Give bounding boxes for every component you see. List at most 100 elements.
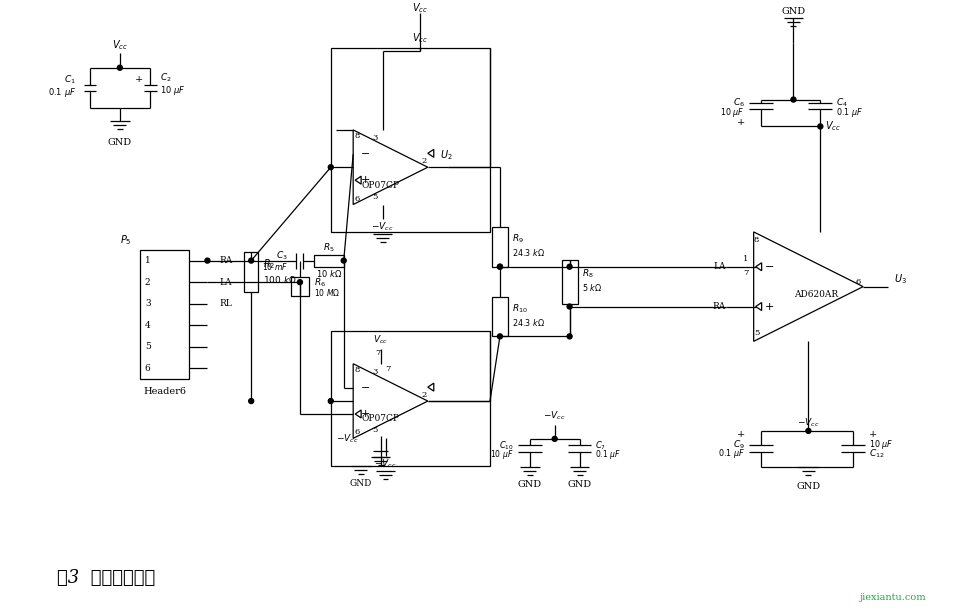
Text: 5: 5 [373, 427, 378, 435]
Text: GND: GND [517, 480, 542, 489]
Text: $10\ \mu F$: $10\ \mu F$ [720, 106, 745, 119]
Circle shape [342, 258, 346, 263]
Text: $C_2$: $C_2$ [160, 72, 172, 84]
Text: 7: 7 [375, 349, 381, 357]
Text: RL: RL [220, 299, 232, 308]
Text: $C_6$: $C_6$ [733, 96, 745, 109]
Text: 4: 4 [144, 321, 150, 330]
Text: +: + [737, 430, 745, 439]
Text: 5: 5 [373, 193, 378, 201]
Text: 2: 2 [422, 391, 427, 399]
Circle shape [117, 65, 122, 70]
Text: $R_5$: $R_5$ [323, 241, 335, 254]
Circle shape [328, 398, 333, 403]
Text: $R_2$: $R_2$ [264, 257, 275, 271]
Text: $P_5$: $P_5$ [120, 233, 132, 247]
Text: 6: 6 [856, 278, 861, 286]
Text: 图3  前置放大电路: 图3 前置放大电路 [58, 569, 155, 587]
Text: $10\ M\Omega$: $10\ M\Omega$ [314, 287, 341, 298]
Text: 1: 1 [144, 256, 150, 265]
Text: 3: 3 [373, 368, 378, 376]
Bar [140, 250, 189, 379]
Circle shape [818, 124, 823, 129]
Text: $V_{cc}$: $V_{cc}$ [112, 38, 128, 52]
Text: $C_4$: $C_4$ [836, 96, 848, 109]
Circle shape [249, 258, 254, 263]
Text: −: − [765, 262, 774, 272]
Circle shape [498, 264, 503, 269]
Text: $V_{cc}$: $V_{cc}$ [412, 31, 428, 45]
Circle shape [249, 398, 254, 403]
Text: 8: 8 [354, 132, 360, 140]
Text: GND: GND [796, 482, 821, 491]
Text: −: − [360, 383, 370, 393]
Circle shape [567, 334, 572, 339]
Text: 5: 5 [754, 329, 759, 337]
Text: +: + [135, 75, 142, 84]
Text: 3: 3 [144, 299, 150, 308]
Text: LA: LA [713, 262, 726, 271]
Text: $C_1$: $C_1$ [64, 73, 76, 86]
Text: −: − [360, 149, 370, 159]
Text: $0.1\ \mu F$: $0.1\ \mu F$ [717, 447, 745, 460]
Text: +: + [765, 302, 774, 312]
Text: $24.3\ k\Omega$: $24.3\ k\Omega$ [511, 317, 545, 328]
Text: 8: 8 [754, 236, 759, 244]
Text: Header6: Header6 [143, 387, 186, 395]
Circle shape [806, 428, 811, 433]
Text: 7: 7 [744, 269, 749, 277]
Text: $-V_{cc}$: $-V_{cc}$ [544, 409, 566, 422]
Bar [492, 227, 508, 267]
Text: 7: 7 [386, 365, 390, 373]
Text: $C_9$: $C_9$ [733, 439, 745, 451]
Text: 6: 6 [354, 428, 360, 436]
Text: +: + [360, 409, 370, 419]
Text: LA: LA [220, 278, 232, 286]
Text: $C_3$: $C_3$ [276, 249, 288, 262]
Text: GND: GND [782, 7, 805, 15]
Text: AD620AR: AD620AR [794, 290, 838, 299]
Text: $0.1\ \mu F$: $0.1\ \mu F$ [595, 448, 622, 461]
Text: 6: 6 [354, 195, 360, 203]
Text: $0.1\ \mu F$: $0.1\ \mu F$ [836, 106, 864, 119]
Text: 3: 3 [373, 134, 378, 142]
Bar [561, 259, 578, 304]
Text: $10\ \mu F$: $10\ \mu F$ [869, 438, 894, 451]
Text: $C_{12}$: $C_{12}$ [869, 447, 885, 460]
Circle shape [498, 334, 503, 339]
Text: $10\ k\Omega$: $10\ k\Omega$ [315, 268, 342, 279]
Text: $U_3$: $U_3$ [894, 272, 908, 286]
Text: 6: 6 [144, 364, 150, 373]
Text: 2: 2 [422, 157, 427, 165]
Text: 8: 8 [354, 366, 360, 374]
Bar [331, 332, 490, 466]
Bar [244, 252, 258, 291]
Text: $R_6$: $R_6$ [314, 276, 326, 289]
Text: +: + [360, 175, 370, 185]
Text: $0.1\ \mu F$: $0.1\ \mu F$ [48, 86, 76, 99]
Text: $10\ \mu F$: $10\ \mu F$ [490, 448, 514, 461]
Text: $24.3\ k\Omega$: $24.3\ k\Omega$ [511, 247, 545, 258]
Text: $10\ mF$: $10\ mF$ [262, 261, 288, 272]
Bar [291, 277, 308, 296]
Bar [492, 297, 508, 337]
Text: $-V_{cc}$: $-V_{cc}$ [336, 433, 358, 445]
Circle shape [205, 258, 210, 263]
Text: RA: RA [220, 256, 232, 265]
Circle shape [498, 264, 503, 269]
Text: $100\ k\Omega$: $100\ k\Omega$ [264, 274, 297, 285]
Text: $10\ \mu F$: $10\ \mu F$ [160, 84, 185, 97]
Text: GND: GND [349, 479, 372, 488]
Text: GND: GND [107, 138, 132, 147]
Text: jiexiantu.com: jiexiantu.com [860, 592, 926, 602]
Text: 5: 5 [144, 342, 150, 351]
Circle shape [328, 165, 333, 170]
Text: 2: 2 [144, 278, 150, 286]
Text: $-V_{cc}$: $-V_{cc}$ [797, 417, 820, 429]
Text: 1: 1 [744, 255, 749, 263]
Text: $V_{cc}$: $V_{cc}$ [826, 119, 841, 133]
Bar [314, 255, 344, 267]
Text: $R_{10}$: $R_{10}$ [511, 302, 528, 315]
Text: OP07CP: OP07CP [361, 181, 399, 190]
Text: RA: RA [712, 302, 726, 311]
